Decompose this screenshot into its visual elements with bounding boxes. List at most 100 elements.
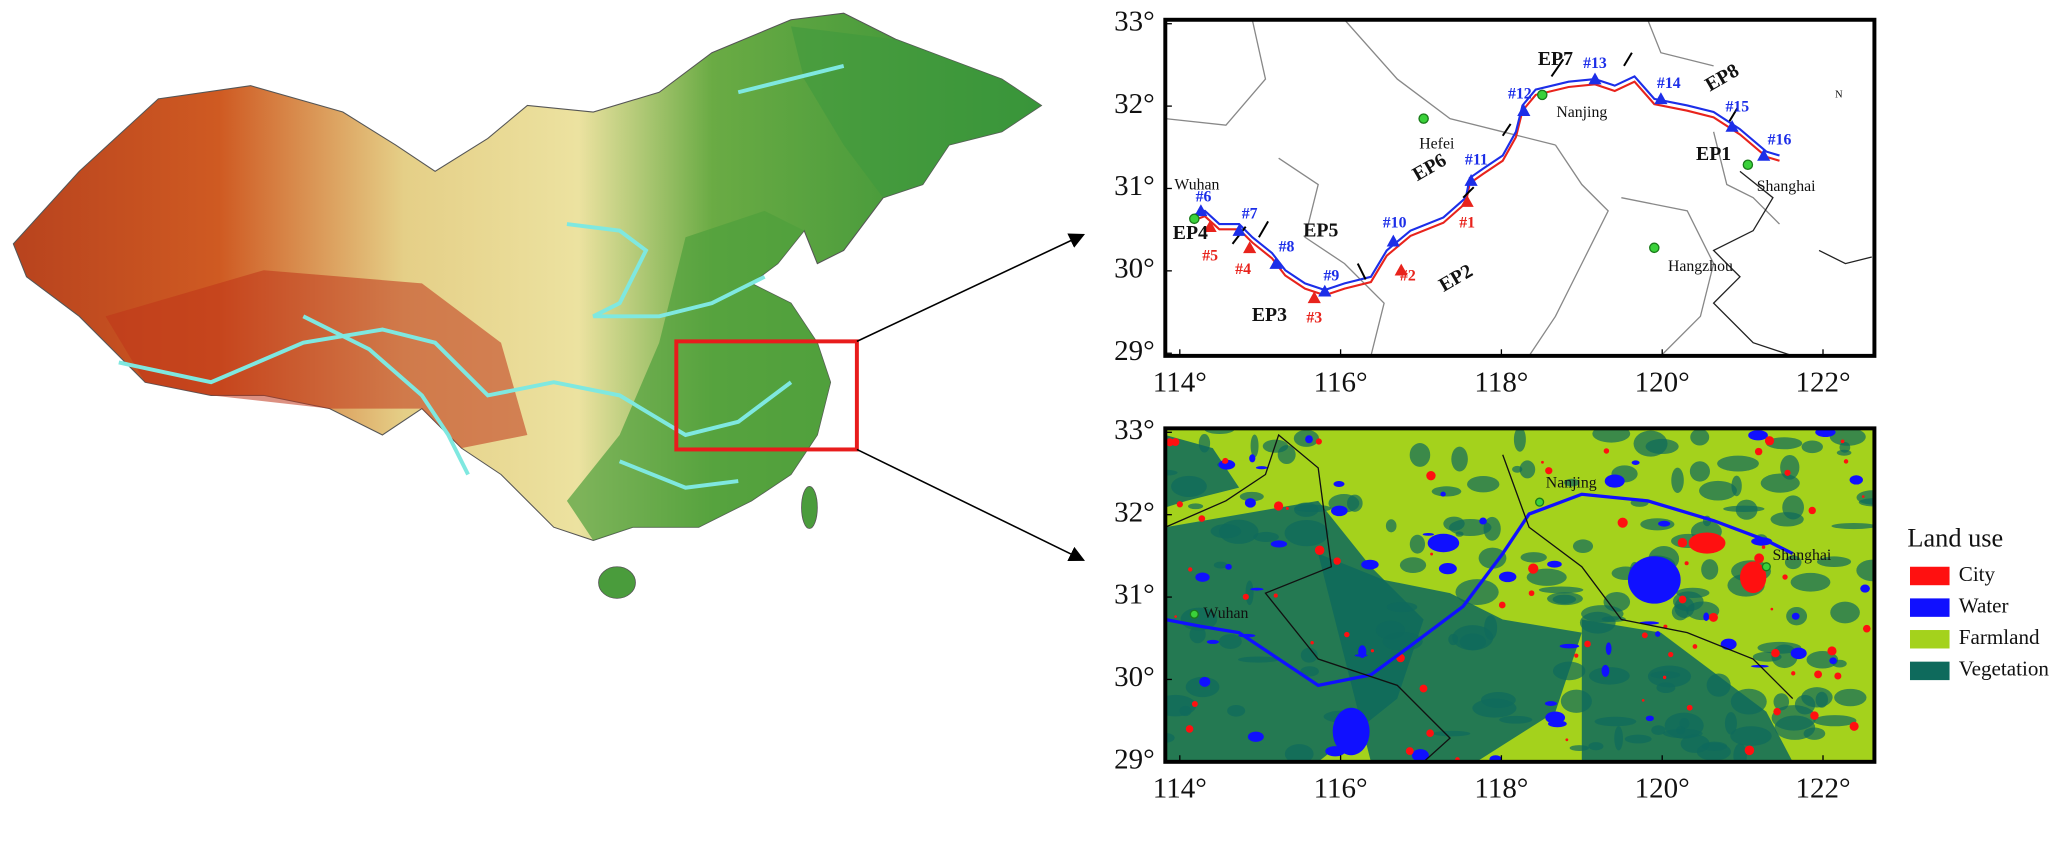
vegetation-patch <box>1730 726 1772 746</box>
site-marker <box>1725 119 1739 132</box>
vegetation-patch <box>1633 430 1668 457</box>
city-patch <box>1708 612 1718 622</box>
city-patch <box>1541 460 1544 464</box>
site-label: #6 <box>1196 188 1212 205</box>
city-patch <box>1641 699 1645 702</box>
water-patch <box>1815 428 1836 438</box>
city-patch <box>1861 495 1865 498</box>
water-patch <box>1791 612 1800 620</box>
legend-swatch <box>1909 661 1950 681</box>
lake <box>1627 556 1681 604</box>
site-map: 33° 32° 31° 30° 29°114° 116° 118° 120° 122° #1 #2 #… <box>1114 5 1877 399</box>
city-patch <box>1782 574 1788 580</box>
segment-divider <box>1462 186 1475 199</box>
vegetation-patch <box>1856 490 1875 505</box>
city-patch <box>1273 501 1284 511</box>
legend-swatch <box>1909 630 1950 649</box>
segment-label: EP3 <box>1252 304 1287 326</box>
vegetation-patch <box>1572 539 1594 553</box>
vegetation-patch <box>1526 568 1567 586</box>
vegetation-area <box>1581 619 1793 762</box>
site-marker <box>1243 241 1257 254</box>
vegetation-patch <box>1831 523 1875 530</box>
lake <box>1427 533 1460 553</box>
site-marker <box>1517 104 1531 116</box>
vegetation-patch <box>1757 641 1802 654</box>
vegetation-patch <box>1856 559 1875 582</box>
vegetation-patch <box>1773 693 1790 711</box>
y-tick-label: 33° <box>1114 5 1155 37</box>
vegetation-patch <box>1817 556 1852 567</box>
vegetation-patch <box>1239 491 1264 502</box>
x-tick-label: 122° <box>1795 367 1850 399</box>
water-patch <box>1601 664 1610 677</box>
vegetation-patch <box>1614 726 1623 751</box>
city-dot <box>1418 113 1429 124</box>
vegetation-patch <box>1171 475 1207 497</box>
vegetation-patch <box>1730 688 1767 715</box>
water-patch <box>1247 731 1264 742</box>
vegetation-patch <box>1213 561 1228 569</box>
city-patch <box>1810 711 1819 720</box>
city-label: Nanjing <box>1546 474 1597 491</box>
y-tick-label: 29° <box>1114 743 1155 775</box>
city-patch <box>1773 707 1781 716</box>
city-dot <box>1535 497 1545 507</box>
city-cluster <box>1688 532 1726 554</box>
city-patch <box>1333 557 1341 565</box>
city-patch <box>1165 438 1174 447</box>
city-patch <box>1641 632 1648 639</box>
site-marker <box>1394 263 1408 276</box>
vegetation-patch <box>1829 428 1866 446</box>
water-patch <box>1547 560 1562 568</box>
vegetation-patch <box>1455 531 1464 537</box>
city-patch <box>1761 545 1766 549</box>
segment-divider <box>1356 263 1367 280</box>
vegetation-patch <box>1165 732 1175 743</box>
water-patch <box>1720 638 1737 650</box>
site-label: #4 <box>1235 261 1251 278</box>
vegetation-patch <box>1651 725 1666 736</box>
vegetation-patch <box>1766 437 1803 450</box>
city-patch <box>1171 438 1180 446</box>
water-patch <box>1195 572 1210 582</box>
city-dot <box>1649 242 1660 254</box>
city-patch <box>1242 593 1249 600</box>
city-patch <box>1370 649 1375 653</box>
water-patch <box>1829 657 1837 665</box>
city-patch <box>1545 467 1553 475</box>
legend-swatch <box>1909 566 1950 586</box>
vegetation-patch <box>1592 428 1631 443</box>
segment-divider <box>1623 52 1633 67</box>
segment-divider <box>1501 123 1512 137</box>
x-tick-label: 120° <box>1635 367 1690 399</box>
city-patch <box>1684 561 1689 566</box>
vegetation-patch <box>1165 694 1197 717</box>
vegetation-patch <box>1579 611 1616 634</box>
vegetation-patch <box>1784 555 1802 570</box>
site-label: #15 <box>1725 99 1749 116</box>
city-patch <box>1185 725 1194 733</box>
city-patch <box>1285 506 1289 510</box>
city-patch <box>1617 517 1628 528</box>
site-label: #5 <box>1202 248 1218 265</box>
vegetation-patch <box>1690 428 1710 446</box>
y-tick-label: 31° <box>1114 170 1155 202</box>
water-patch <box>1244 498 1256 508</box>
vegetation-patch <box>1594 716 1637 727</box>
x-tick-label: 118° <box>1474 367 1528 399</box>
landuse-map: 33° 32° 31° 30° 29°114° 116° 118° 120° 122° Nanji… <box>1114 414 1877 804</box>
site-label: #7 <box>1242 205 1258 222</box>
vegetation-patch <box>1210 524 1242 539</box>
city-label: Hangzhou <box>1668 258 1733 275</box>
vegetation-patch <box>1813 715 1857 727</box>
city-patch <box>1405 747 1414 756</box>
water-patch <box>1331 505 1348 517</box>
x-tick-label: 114° <box>1153 772 1207 804</box>
water-patch <box>1655 631 1661 637</box>
city-patch <box>1677 537 1688 548</box>
vegetation-patch <box>1794 694 1816 715</box>
water-patch <box>1440 491 1446 497</box>
vegetation-patch <box>1294 502 1319 517</box>
